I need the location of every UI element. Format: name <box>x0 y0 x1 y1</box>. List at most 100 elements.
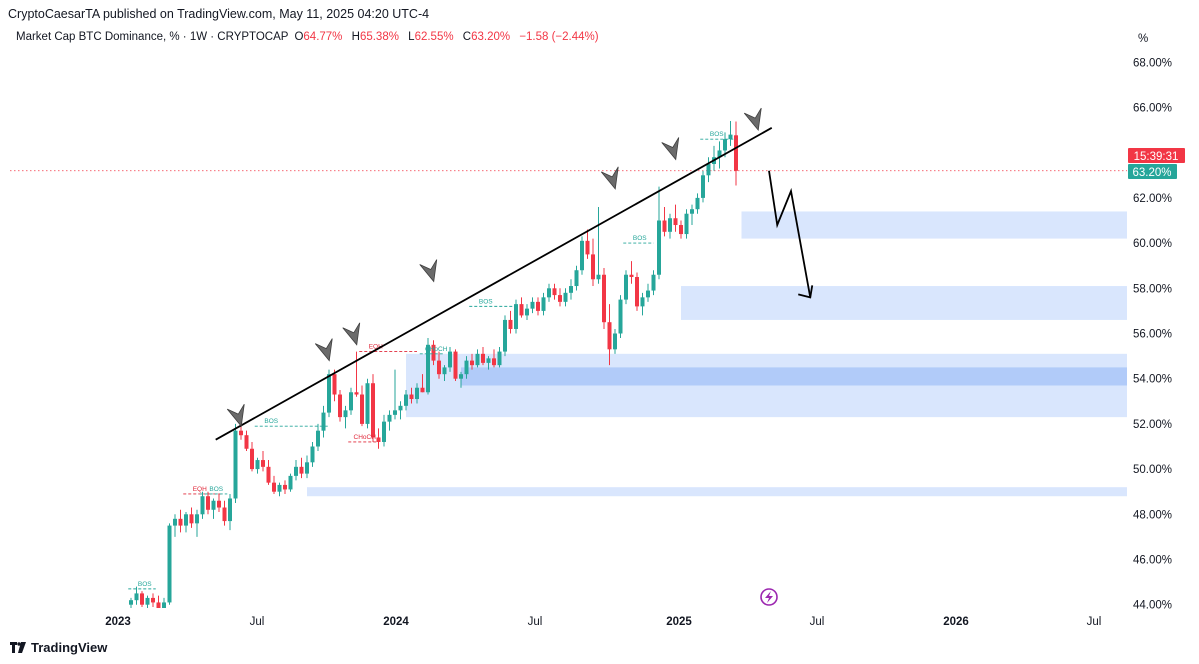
candle <box>338 390 342 422</box>
symbol-title[interactable]: Market Cap BTC Dominance, % · 1W · CRYPT… <box>16 31 289 43</box>
candle <box>376 428 381 449</box>
candle-body <box>343 410 348 418</box>
candle <box>492 349 496 368</box>
candle <box>657 186 661 280</box>
candle <box>563 288 568 307</box>
candle <box>129 597 133 608</box>
candle-body <box>415 387 419 400</box>
candle-body <box>695 197 700 210</box>
candle-body <box>398 405 403 411</box>
structure-label: CHoCH <box>425 346 448 353</box>
close-value: 63.20% <box>471 31 511 43</box>
candle <box>321 405 326 438</box>
high-label: H <box>351 31 360 43</box>
candle-body <box>228 498 232 522</box>
candle <box>217 493 221 513</box>
candle <box>453 349 458 381</box>
candle-body <box>448 351 452 368</box>
x-tick-label: Jul <box>810 616 825 628</box>
candle <box>343 405 348 429</box>
candle-body <box>574 270 579 287</box>
candle <box>426 338 430 395</box>
x-tick-label: 2025 <box>666 616 692 628</box>
candle <box>420 374 425 393</box>
projection-path <box>768 170 812 298</box>
resistance-trendline <box>215 127 773 441</box>
structure-label: EQH <box>369 344 383 351</box>
candle-body <box>585 240 590 255</box>
candle <box>382 414 386 447</box>
candle-body <box>167 525 172 603</box>
last-price-label: 63.20% <box>1132 167 1171 179</box>
candle <box>305 455 309 479</box>
candle <box>712 145 716 171</box>
candle <box>530 297 535 314</box>
candle-body <box>195 514 199 524</box>
candle-body <box>640 297 645 307</box>
lightning-icon[interactable] <box>760 588 778 606</box>
candle <box>668 213 672 239</box>
demand-zone-4 <box>307 487 1127 497</box>
candle <box>701 170 705 203</box>
candle <box>695 193 700 214</box>
candle-body <box>580 240 584 271</box>
tradingview-footer[interactable]: TradingView <box>10 640 107 655</box>
candle <box>189 507 194 528</box>
candle-body <box>646 290 650 298</box>
candle <box>222 500 227 526</box>
candle-body <box>503 319 507 352</box>
down-arrow-marker-icon <box>419 259 438 283</box>
candle-body <box>662 220 667 232</box>
x-tick-label: 2026 <box>943 616 969 628</box>
x-tick-label: Jul <box>1087 616 1102 628</box>
candle <box>162 597 166 608</box>
candle-body <box>624 274 628 300</box>
candle <box>283 480 287 494</box>
x-tick-label: 2024 <box>383 616 409 628</box>
candle <box>613 328 617 354</box>
structure-label: BOS <box>264 418 278 425</box>
candle-body <box>618 299 623 334</box>
candle-body <box>184 514 188 526</box>
candle <box>635 272 639 311</box>
candle <box>651 270 656 296</box>
candle-body <box>134 593 139 601</box>
candle-body <box>233 430 238 499</box>
candle <box>173 514 177 537</box>
candle <box>547 283 551 302</box>
candle <box>646 283 650 302</box>
candle <box>206 491 210 515</box>
candle <box>272 475 276 494</box>
tradingview-brand-label: TradingView <box>31 640 108 655</box>
candle-body <box>486 358 491 363</box>
candle <box>618 295 623 339</box>
candle <box>486 356 491 370</box>
candle-body <box>404 394 408 406</box>
tradingview-logo-icon <box>10 642 26 653</box>
candle-body <box>453 351 458 379</box>
x-tick-label: Jul <box>528 616 543 628</box>
candle <box>244 430 249 452</box>
candle <box>250 441 254 472</box>
candle <box>354 351 359 397</box>
candle-body <box>723 139 727 151</box>
y-tick-label: 48.00% <box>1133 509 1172 521</box>
candle-body <box>728 134 733 140</box>
y-tick-label: 54.00% <box>1133 374 1172 386</box>
candle <box>459 371 463 388</box>
candle-body <box>530 301 535 309</box>
candle <box>277 482 282 497</box>
candle-body <box>629 274 634 277</box>
candle-body <box>525 308 529 316</box>
candle-body <box>613 333 617 350</box>
candle-body <box>189 514 194 524</box>
candle <box>519 297 524 318</box>
candle-body <box>151 597 155 603</box>
candle <box>574 265 579 291</box>
candle-body <box>442 367 447 375</box>
candle-body <box>140 593 144 605</box>
down-arrow-marker-icon <box>600 166 619 190</box>
candle <box>585 229 590 259</box>
countdown-badge <box>1128 148 1185 163</box>
